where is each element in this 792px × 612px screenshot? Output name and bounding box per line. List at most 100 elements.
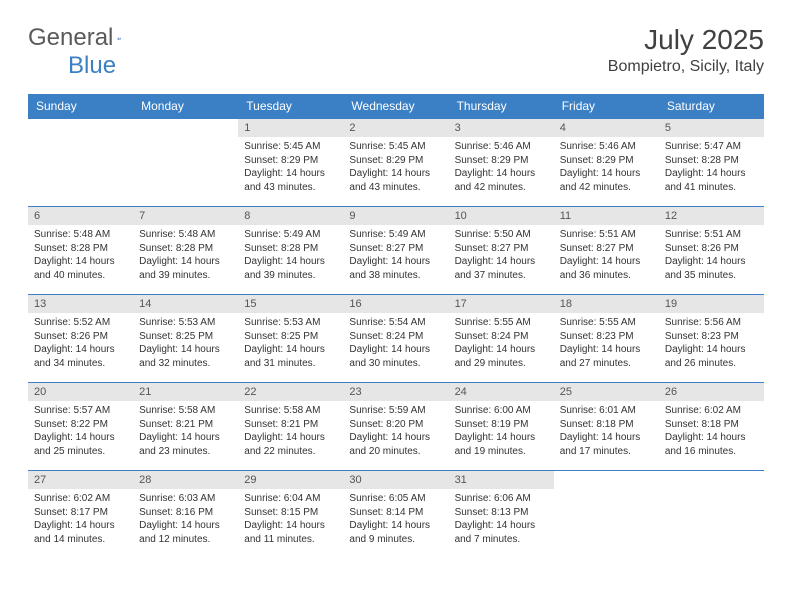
calendar-day: 19Sunrise: 5:56 AMSunset: 8:23 PMDayligh… xyxy=(659,295,764,383)
day-details: Sunrise: 5:48 AMSunset: 8:28 PMDaylight:… xyxy=(28,225,133,286)
day-number: 20 xyxy=(28,383,133,401)
day-details: Sunrise: 5:52 AMSunset: 8:26 PMDaylight:… xyxy=(28,313,133,374)
calendar-day: 18Sunrise: 5:55 AMSunset: 8:23 PMDayligh… xyxy=(554,295,659,383)
day-details: Sunrise: 5:53 AMSunset: 8:25 PMDaylight:… xyxy=(238,313,343,374)
calendar-day: 4Sunrise: 5:46 AMSunset: 8:29 PMDaylight… xyxy=(554,119,659,207)
day-header-row: Sunday Monday Tuesday Wednesday Thursday… xyxy=(28,94,764,119)
day-header: Sunday xyxy=(28,94,133,119)
day-details: Sunrise: 5:50 AMSunset: 8:27 PMDaylight:… xyxy=(449,225,554,286)
calendar-day: 28Sunrise: 6:03 AMSunset: 8:16 PMDayligh… xyxy=(133,471,238,559)
day-details: Sunrise: 5:49 AMSunset: 8:28 PMDaylight:… xyxy=(238,225,343,286)
logo: General xyxy=(28,24,141,52)
calendar-day: 22Sunrise: 5:58 AMSunset: 8:21 PMDayligh… xyxy=(238,383,343,471)
day-number: 19 xyxy=(659,295,764,313)
month-title: July 2025 xyxy=(608,24,764,56)
calendar-day: 26Sunrise: 6:02 AMSunset: 8:18 PMDayligh… xyxy=(659,383,764,471)
day-details: Sunrise: 5:55 AMSunset: 8:23 PMDaylight:… xyxy=(554,313,659,374)
day-details: Sunrise: 5:55 AMSunset: 8:24 PMDaylight:… xyxy=(449,313,554,374)
day-details: Sunrise: 5:48 AMSunset: 8:28 PMDaylight:… xyxy=(133,225,238,286)
calendar-week: 20Sunrise: 5:57 AMSunset: 8:22 PMDayligh… xyxy=(28,383,764,471)
calendar-week: 1Sunrise: 5:45 AMSunset: 8:29 PMDaylight… xyxy=(28,119,764,207)
calendar-day: 16Sunrise: 5:54 AMSunset: 8:24 PMDayligh… xyxy=(343,295,448,383)
day-number: 25 xyxy=(554,383,659,401)
day-number: 17 xyxy=(449,295,554,313)
day-details: Sunrise: 5:56 AMSunset: 8:23 PMDaylight:… xyxy=(659,313,764,374)
day-header: Saturday xyxy=(659,94,764,119)
calendar-day: 25Sunrise: 6:01 AMSunset: 8:18 PMDayligh… xyxy=(554,383,659,471)
calendar-day: 12Sunrise: 5:51 AMSunset: 8:26 PMDayligh… xyxy=(659,207,764,295)
day-number: 5 xyxy=(659,119,764,137)
day-header: Monday xyxy=(133,94,238,119)
calendar-week: 13Sunrise: 5:52 AMSunset: 8:26 PMDayligh… xyxy=(28,295,764,383)
day-details: Sunrise: 6:06 AMSunset: 8:13 PMDaylight:… xyxy=(449,489,554,550)
day-details: Sunrise: 5:59 AMSunset: 8:20 PMDaylight:… xyxy=(343,401,448,462)
calendar-day: 7Sunrise: 5:48 AMSunset: 8:28 PMDaylight… xyxy=(133,207,238,295)
day-header: Wednesday xyxy=(343,94,448,119)
day-details: Sunrise: 6:00 AMSunset: 8:19 PMDaylight:… xyxy=(449,401,554,462)
calendar-day: 13Sunrise: 5:52 AMSunset: 8:26 PMDayligh… xyxy=(28,295,133,383)
calendar-day: 3Sunrise: 5:46 AMSunset: 8:29 PMDaylight… xyxy=(449,119,554,207)
day-details: Sunrise: 6:05 AMSunset: 8:14 PMDaylight:… xyxy=(343,489,448,550)
day-number: 3 xyxy=(449,119,554,137)
calendar-day xyxy=(659,471,764,559)
day-details: Sunrise: 6:01 AMSunset: 8:18 PMDaylight:… xyxy=(554,401,659,462)
day-details: Sunrise: 5:46 AMSunset: 8:29 PMDaylight:… xyxy=(554,137,659,198)
calendar-day xyxy=(554,471,659,559)
day-number: 2 xyxy=(343,119,448,137)
day-number: 14 xyxy=(133,295,238,313)
calendar-day: 23Sunrise: 5:59 AMSunset: 8:20 PMDayligh… xyxy=(343,383,448,471)
day-details: Sunrise: 5:51 AMSunset: 8:27 PMDaylight:… xyxy=(554,225,659,286)
calendar-day: 6Sunrise: 5:48 AMSunset: 8:28 PMDaylight… xyxy=(28,207,133,295)
day-number: 21 xyxy=(133,383,238,401)
logo-word2: Blue xyxy=(68,52,116,80)
day-number: 8 xyxy=(238,207,343,225)
calendar-week: 6Sunrise: 5:48 AMSunset: 8:28 PMDaylight… xyxy=(28,207,764,295)
calendar-day: 5Sunrise: 5:47 AMSunset: 8:28 PMDaylight… xyxy=(659,119,764,207)
logo-word1: General xyxy=(28,24,113,52)
day-number: 13 xyxy=(28,295,133,313)
day-details: Sunrise: 5:58 AMSunset: 8:21 PMDaylight:… xyxy=(133,401,238,462)
day-details: Sunrise: 5:45 AMSunset: 8:29 PMDaylight:… xyxy=(343,137,448,198)
day-number: 7 xyxy=(133,207,238,225)
calendar-day: 24Sunrise: 6:00 AMSunset: 8:19 PMDayligh… xyxy=(449,383,554,471)
calendar-day: 9Sunrise: 5:49 AMSunset: 8:27 PMDaylight… xyxy=(343,207,448,295)
calendar-day: 15Sunrise: 5:53 AMSunset: 8:25 PMDayligh… xyxy=(238,295,343,383)
day-number: 6 xyxy=(28,207,133,225)
day-number: 10 xyxy=(449,207,554,225)
day-header: Friday xyxy=(554,94,659,119)
day-details: Sunrise: 5:45 AMSunset: 8:29 PMDaylight:… xyxy=(238,137,343,198)
calendar-day: 31Sunrise: 6:06 AMSunset: 8:13 PMDayligh… xyxy=(449,471,554,559)
day-details: Sunrise: 5:54 AMSunset: 8:24 PMDaylight:… xyxy=(343,313,448,374)
day-details: Sunrise: 6:04 AMSunset: 8:15 PMDaylight:… xyxy=(238,489,343,550)
day-details: Sunrise: 5:58 AMSunset: 8:21 PMDaylight:… xyxy=(238,401,343,462)
day-details: Sunrise: 5:51 AMSunset: 8:26 PMDaylight:… xyxy=(659,225,764,286)
calendar-day: 21Sunrise: 5:58 AMSunset: 8:21 PMDayligh… xyxy=(133,383,238,471)
calendar-day xyxy=(133,119,238,207)
calendar-day: 20Sunrise: 5:57 AMSunset: 8:22 PMDayligh… xyxy=(28,383,133,471)
day-header: Tuesday xyxy=(238,94,343,119)
calendar-day: 30Sunrise: 6:05 AMSunset: 8:14 PMDayligh… xyxy=(343,471,448,559)
day-number: 29 xyxy=(238,471,343,489)
day-number: 16 xyxy=(343,295,448,313)
day-number: 15 xyxy=(238,295,343,313)
calendar-day: 8Sunrise: 5:49 AMSunset: 8:28 PMDaylight… xyxy=(238,207,343,295)
day-number: 11 xyxy=(554,207,659,225)
day-number: 30 xyxy=(343,471,448,489)
calendar-day: 11Sunrise: 5:51 AMSunset: 8:27 PMDayligh… xyxy=(554,207,659,295)
calendar-day: 10Sunrise: 5:50 AMSunset: 8:27 PMDayligh… xyxy=(449,207,554,295)
day-details: Sunrise: 5:53 AMSunset: 8:25 PMDaylight:… xyxy=(133,313,238,374)
calendar-day: 29Sunrise: 6:04 AMSunset: 8:15 PMDayligh… xyxy=(238,471,343,559)
day-number: 28 xyxy=(133,471,238,489)
day-number: 1 xyxy=(238,119,343,137)
day-number: 24 xyxy=(449,383,554,401)
calendar-day xyxy=(28,119,133,207)
day-details: Sunrise: 6:02 AMSunset: 8:18 PMDaylight:… xyxy=(659,401,764,462)
day-number: 12 xyxy=(659,207,764,225)
day-details: Sunrise: 5:49 AMSunset: 8:27 PMDaylight:… xyxy=(343,225,448,286)
calendar-day: 14Sunrise: 5:53 AMSunset: 8:25 PMDayligh… xyxy=(133,295,238,383)
day-details: Sunrise: 6:02 AMSunset: 8:17 PMDaylight:… xyxy=(28,489,133,550)
day-details: Sunrise: 5:47 AMSunset: 8:28 PMDaylight:… xyxy=(659,137,764,198)
day-header: Thursday xyxy=(449,94,554,119)
day-details: Sunrise: 6:03 AMSunset: 8:16 PMDaylight:… xyxy=(133,489,238,550)
day-details: Sunrise: 5:46 AMSunset: 8:29 PMDaylight:… xyxy=(449,137,554,198)
